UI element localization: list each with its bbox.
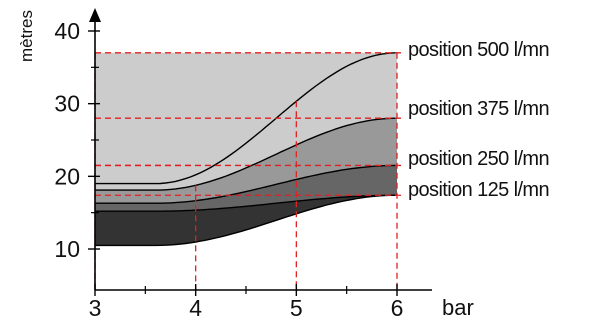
area-series-4 xyxy=(95,52,397,191)
y-tick-label: 40 xyxy=(54,18,80,44)
y-tick-label: 10 xyxy=(54,236,80,262)
curve-lower-bound xyxy=(95,194,398,247)
curve-series-4 xyxy=(95,52,398,185)
x-tick-label: 4 xyxy=(189,295,202,320)
y-tick-label: 30 xyxy=(54,91,80,117)
curve-series-2 xyxy=(95,164,398,204)
x-tick-label: 3 xyxy=(89,295,102,320)
area-series-1 xyxy=(95,195,397,246)
curve-series-3 xyxy=(95,117,398,191)
series-label-125: position 125 l/mn xyxy=(408,179,549,201)
y-axis-arrow xyxy=(89,8,101,22)
series-label-250: position 250 l/mn xyxy=(408,148,549,170)
chart-axes: 10 20 30 40 3 4 5 6 xyxy=(54,8,432,320)
x-axis-title: bar xyxy=(442,295,474,320)
series-label-375: position 375 l/mn xyxy=(408,98,549,120)
series-label-500: position 500 l/mn xyxy=(408,39,549,61)
chart-guides xyxy=(94,52,404,290)
x-tick-label: 5 xyxy=(290,295,303,320)
chart-curves xyxy=(95,52,398,247)
y-axis-title: mètres xyxy=(17,10,36,62)
area-series-3 xyxy=(95,118,397,204)
x-tick-label: 6 xyxy=(391,295,404,320)
area-series-2 xyxy=(95,165,397,212)
curve-series-1 xyxy=(95,194,397,212)
chart-areas xyxy=(95,52,397,246)
y-tick-label: 20 xyxy=(54,163,80,189)
